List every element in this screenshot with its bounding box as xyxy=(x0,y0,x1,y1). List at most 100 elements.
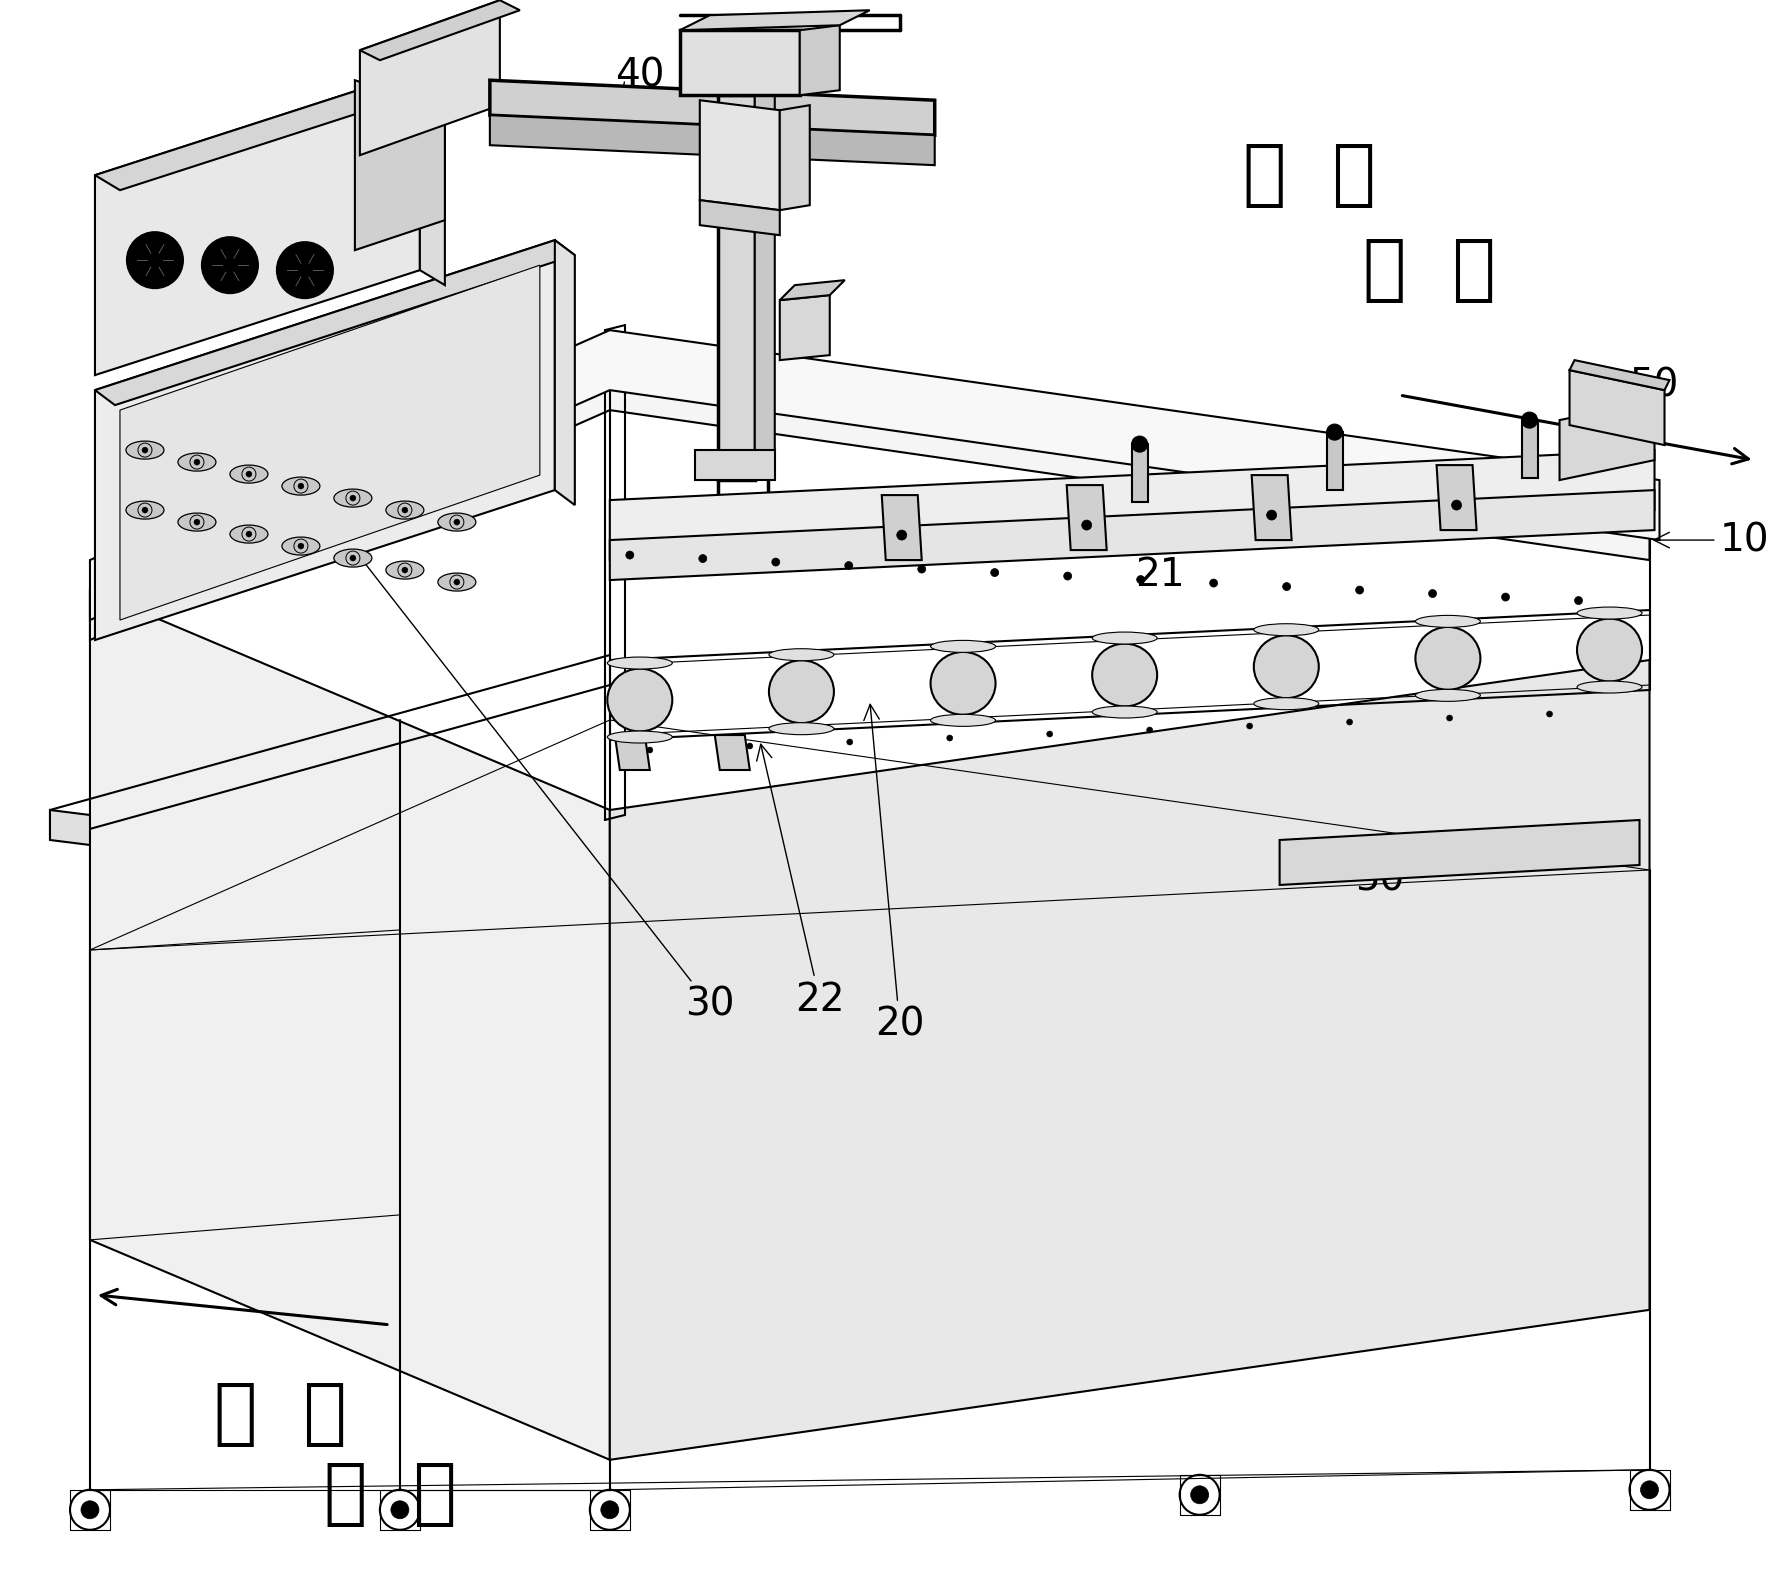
Circle shape xyxy=(194,519,199,525)
Circle shape xyxy=(203,237,258,293)
Circle shape xyxy=(299,543,304,549)
Circle shape xyxy=(1209,579,1218,587)
Text: 50: 50 xyxy=(1355,853,1405,899)
Text: 方  向: 方 向 xyxy=(324,1460,457,1530)
Text: 50: 50 xyxy=(1604,366,1678,404)
Polygon shape xyxy=(701,201,781,236)
Circle shape xyxy=(142,447,148,454)
Circle shape xyxy=(896,530,907,540)
Circle shape xyxy=(772,559,781,567)
Polygon shape xyxy=(91,330,1659,619)
Ellipse shape xyxy=(930,715,996,726)
Text: 输  入: 输 入 xyxy=(1243,140,1376,210)
Ellipse shape xyxy=(437,513,477,532)
Polygon shape xyxy=(756,86,775,481)
Polygon shape xyxy=(94,70,420,376)
Circle shape xyxy=(1246,723,1253,729)
Polygon shape xyxy=(1067,486,1106,551)
Polygon shape xyxy=(1437,465,1476,530)
Ellipse shape xyxy=(386,560,423,579)
Polygon shape xyxy=(715,736,750,771)
Ellipse shape xyxy=(386,501,423,519)
Circle shape xyxy=(1047,731,1053,737)
Circle shape xyxy=(846,739,853,745)
Ellipse shape xyxy=(1415,627,1481,689)
Ellipse shape xyxy=(334,489,372,508)
Circle shape xyxy=(626,551,633,559)
Polygon shape xyxy=(359,0,500,154)
Polygon shape xyxy=(94,240,574,404)
Circle shape xyxy=(946,736,953,740)
Circle shape xyxy=(245,471,252,478)
Circle shape xyxy=(1136,576,1145,584)
Circle shape xyxy=(245,532,252,537)
Ellipse shape xyxy=(608,657,672,669)
Circle shape xyxy=(917,565,926,573)
Polygon shape xyxy=(356,80,444,250)
Circle shape xyxy=(453,519,461,525)
Circle shape xyxy=(299,482,304,489)
Circle shape xyxy=(647,747,653,753)
Polygon shape xyxy=(420,70,444,285)
Ellipse shape xyxy=(126,501,164,519)
Polygon shape xyxy=(882,495,921,560)
Circle shape xyxy=(277,242,332,298)
Polygon shape xyxy=(1131,444,1147,501)
Ellipse shape xyxy=(1253,635,1319,699)
Ellipse shape xyxy=(768,661,834,723)
Ellipse shape xyxy=(608,731,672,743)
Polygon shape xyxy=(1522,420,1538,478)
Polygon shape xyxy=(610,451,1655,560)
Polygon shape xyxy=(718,96,756,481)
Text: 方  向: 方 向 xyxy=(1364,236,1495,304)
Polygon shape xyxy=(679,30,800,96)
Ellipse shape xyxy=(1092,643,1157,707)
Ellipse shape xyxy=(1092,705,1157,718)
Circle shape xyxy=(747,743,752,748)
Text: 70: 70 xyxy=(331,88,411,134)
Polygon shape xyxy=(50,810,91,845)
Ellipse shape xyxy=(1253,697,1319,710)
Circle shape xyxy=(1428,589,1437,597)
Polygon shape xyxy=(491,115,935,166)
Text: 21: 21 xyxy=(1093,513,1184,594)
Text: 40: 40 xyxy=(615,56,665,99)
Circle shape xyxy=(1063,572,1072,579)
Circle shape xyxy=(1131,436,1147,452)
Circle shape xyxy=(1282,583,1291,591)
Text: 10: 10 xyxy=(1654,521,1769,559)
Ellipse shape xyxy=(1092,632,1157,645)
Circle shape xyxy=(297,263,313,279)
Polygon shape xyxy=(555,240,574,505)
Circle shape xyxy=(148,252,164,267)
Ellipse shape xyxy=(930,653,996,715)
Polygon shape xyxy=(1280,820,1639,885)
Polygon shape xyxy=(1326,431,1342,490)
Ellipse shape xyxy=(768,648,834,661)
Circle shape xyxy=(1147,728,1152,732)
Text: 60: 60 xyxy=(178,177,235,256)
Polygon shape xyxy=(781,295,830,360)
Ellipse shape xyxy=(1415,616,1481,627)
Polygon shape xyxy=(615,736,649,771)
Polygon shape xyxy=(359,0,519,60)
Polygon shape xyxy=(1559,400,1655,481)
Circle shape xyxy=(126,232,183,288)
Circle shape xyxy=(350,556,356,560)
Circle shape xyxy=(1502,594,1510,602)
Ellipse shape xyxy=(1577,681,1643,693)
Ellipse shape xyxy=(1415,689,1481,702)
Polygon shape xyxy=(610,490,1655,579)
Circle shape xyxy=(845,562,853,570)
Circle shape xyxy=(391,1501,409,1519)
Ellipse shape xyxy=(1253,624,1319,635)
Ellipse shape xyxy=(283,478,320,495)
Circle shape xyxy=(990,568,999,576)
Polygon shape xyxy=(94,70,444,189)
Circle shape xyxy=(194,458,199,465)
Circle shape xyxy=(1191,1485,1209,1504)
Circle shape xyxy=(1447,715,1453,721)
Polygon shape xyxy=(781,280,845,301)
Ellipse shape xyxy=(126,441,164,458)
Polygon shape xyxy=(781,105,809,210)
